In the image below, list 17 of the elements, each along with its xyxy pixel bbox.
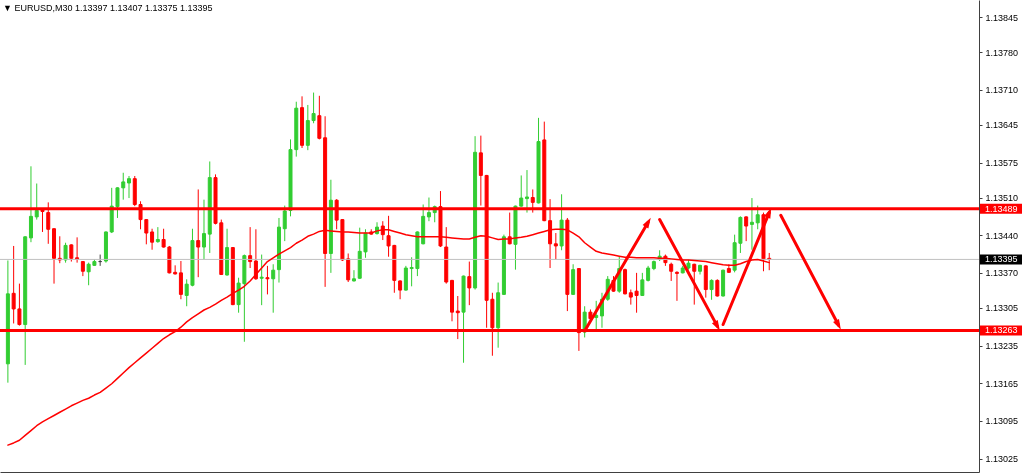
chart-title: ▼ EURUSD,M30 1.13397 1.13407 1.13375 1.13395 [3, 3, 213, 13]
y-tick-label: 1.13235 [985, 341, 1019, 352]
y-tick-label: 1.13710 [985, 85, 1019, 96]
y-tick-label: 1.13095 [985, 416, 1019, 427]
y-tick-label: 1.13845 [985, 12, 1019, 23]
y-tick-label: 1.13440 [985, 230, 1019, 241]
y-tick-label: 1.13305 [985, 303, 1019, 314]
ref-line-label: 1.13489 [985, 203, 1018, 214]
y-tick-label: 1.13370 [985, 268, 1019, 279]
y-tick-label: 1.13510 [985, 193, 1019, 204]
y-tick-label: 1.13780 [985, 47, 1019, 58]
ref-line-label: 1.13263 [985, 325, 1018, 336]
y-tick-label: 1.13165 [985, 378, 1019, 389]
y-tick-label: 1.13645 [985, 120, 1019, 131]
ref-line-label: 1.13395 [985, 254, 1018, 265]
y-tick-label: 1.13575 [985, 158, 1019, 169]
y-tick-label: 1.13025 [985, 454, 1019, 465]
